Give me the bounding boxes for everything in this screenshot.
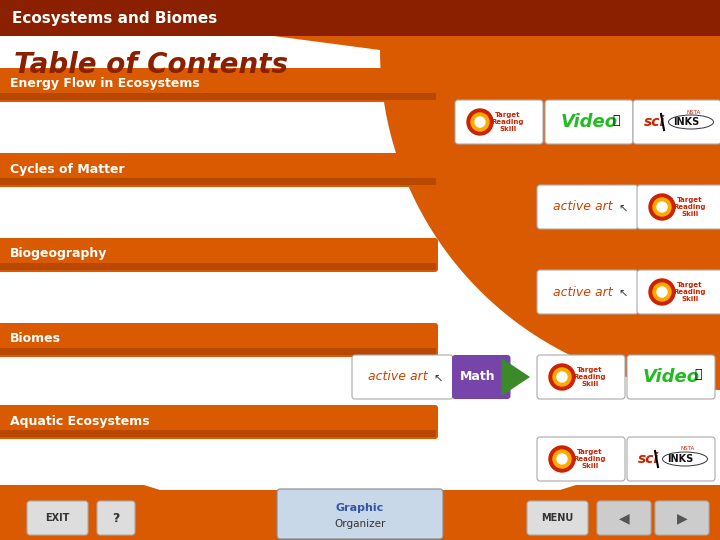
Text: Graphic: Graphic [336,503,384,513]
Circle shape [657,202,667,212]
Text: NSTA: NSTA [681,447,695,451]
Circle shape [553,450,571,468]
Text: Target: Target [495,112,521,118]
FancyBboxPatch shape [0,238,438,272]
FancyBboxPatch shape [627,437,715,481]
Circle shape [649,279,675,305]
Text: Video: Video [642,368,700,386]
FancyBboxPatch shape [655,501,709,535]
FancyBboxPatch shape [277,489,443,539]
FancyBboxPatch shape [537,437,625,481]
FancyBboxPatch shape [545,100,633,144]
Text: Target: Target [577,449,603,455]
Circle shape [653,198,671,216]
Text: Math: Math [459,370,495,383]
FancyBboxPatch shape [0,490,720,540]
FancyBboxPatch shape [597,501,651,535]
Text: ↖: ↖ [618,205,628,215]
FancyBboxPatch shape [0,0,720,36]
Text: 🎓: 🎓 [612,113,620,126]
Text: MENU: MENU [541,513,573,523]
Text: Skill: Skill [681,211,698,217]
Circle shape [653,283,671,301]
Text: ▶: ▶ [677,511,688,525]
Text: Skill: Skill [581,463,598,469]
Circle shape [553,368,571,386]
Text: active art: active art [368,370,427,383]
Text: Skill: Skill [681,296,698,302]
Text: INKS: INKS [667,454,693,464]
Text: sci: sci [637,452,659,466]
Text: Cycles of Matter: Cycles of Matter [10,163,125,176]
Text: ↖: ↖ [433,375,443,385]
Text: active art: active art [553,286,612,299]
Circle shape [557,372,567,382]
Text: active art: active art [553,200,612,213]
Text: Video: Video [560,113,618,131]
FancyBboxPatch shape [527,501,588,535]
Text: ◀: ◀ [618,511,629,525]
Text: INKS: INKS [673,117,699,127]
Polygon shape [502,358,530,396]
Circle shape [471,113,489,131]
Text: Aquatic Ecosystems: Aquatic Ecosystems [10,415,150,428]
FancyBboxPatch shape [633,100,720,144]
Text: Skill: Skill [500,126,517,132]
Text: Target: Target [678,282,703,288]
FancyBboxPatch shape [537,185,638,229]
FancyBboxPatch shape [0,178,436,185]
Text: Reading: Reading [674,289,706,295]
Text: Reading: Reading [574,374,606,380]
FancyBboxPatch shape [537,355,625,399]
Text: ?: ? [112,511,120,524]
Text: Skill: Skill [581,381,598,387]
Text: Ecosystems and Biomes: Ecosystems and Biomes [12,10,217,25]
Text: Organizer: Organizer [334,519,386,529]
Text: 🎓: 🎓 [694,368,702,381]
FancyBboxPatch shape [627,355,715,399]
Polygon shape [0,440,720,540]
FancyBboxPatch shape [637,270,720,314]
FancyBboxPatch shape [0,93,436,100]
Text: Reading: Reading [674,204,706,210]
Polygon shape [0,0,720,485]
FancyBboxPatch shape [0,348,436,355]
Text: Energy Flow in Ecosystems: Energy Flow in Ecosystems [10,78,199,91]
Circle shape [557,454,567,464]
FancyBboxPatch shape [97,501,135,535]
FancyBboxPatch shape [352,355,453,399]
Circle shape [649,194,675,220]
Text: ↖: ↖ [618,290,628,300]
Text: NSTA: NSTA [687,110,701,114]
FancyBboxPatch shape [0,430,436,437]
Text: Biogeography: Biogeography [10,247,107,260]
FancyBboxPatch shape [27,501,88,535]
FancyBboxPatch shape [452,355,510,399]
FancyBboxPatch shape [0,68,438,102]
FancyBboxPatch shape [0,153,438,187]
FancyBboxPatch shape [537,270,638,314]
Text: Biomes: Biomes [10,333,61,346]
Circle shape [467,109,493,135]
Text: Reading: Reading [574,456,606,462]
Text: Target: Target [678,197,703,203]
FancyBboxPatch shape [0,323,438,357]
Text: EXIT: EXIT [45,513,69,523]
Circle shape [549,446,575,472]
Text: Target: Target [577,367,603,373]
FancyBboxPatch shape [0,405,438,439]
Circle shape [657,287,667,297]
Text: sci: sci [644,115,665,129]
FancyBboxPatch shape [0,263,436,270]
FancyBboxPatch shape [455,100,543,144]
Text: Table of Contents: Table of Contents [14,51,288,79]
Text: Reading: Reading [492,119,524,125]
Circle shape [549,364,575,390]
Circle shape [475,117,485,127]
FancyBboxPatch shape [637,185,720,229]
